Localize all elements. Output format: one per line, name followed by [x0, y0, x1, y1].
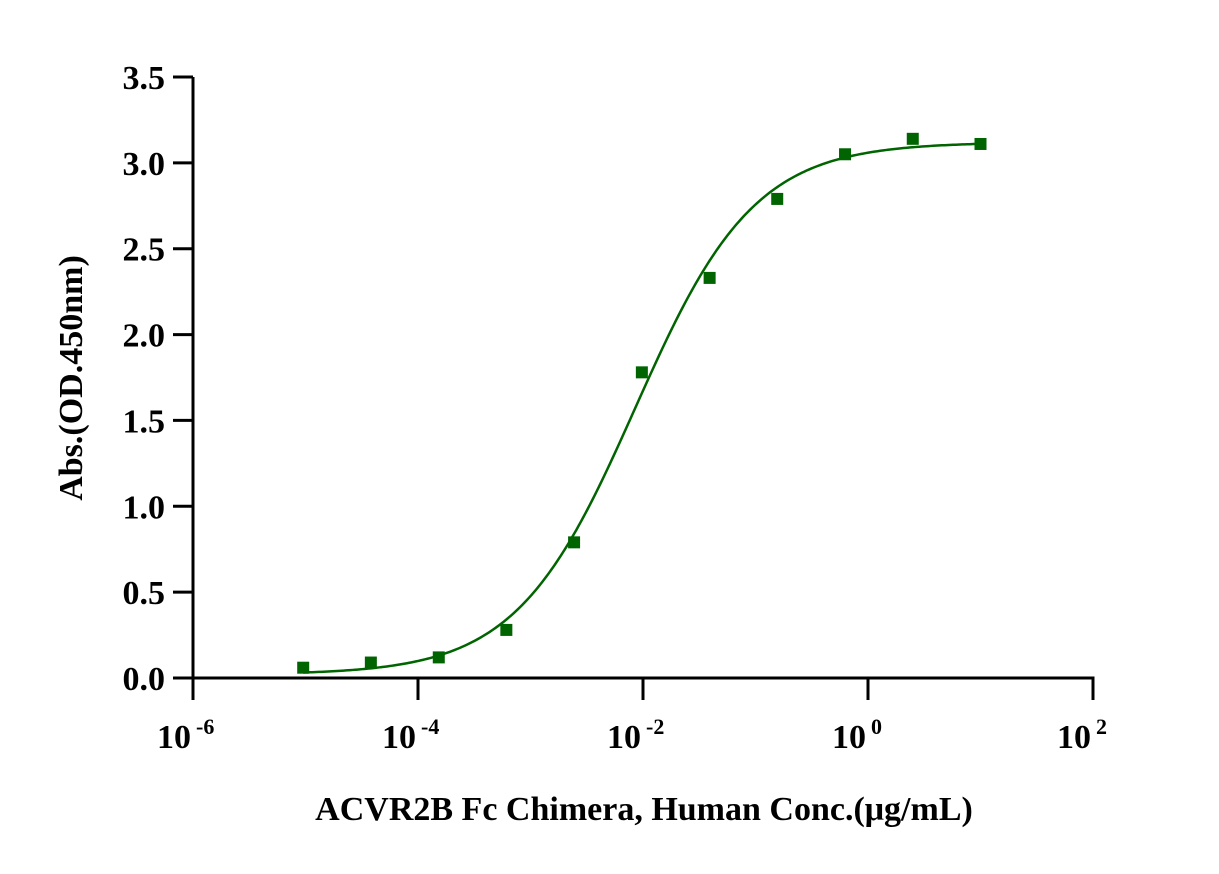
x-tick-label: 10 0 [832, 714, 882, 756]
x-tick-label: 10 -6 [157, 714, 214, 756]
y-tick-label: 1.0 [123, 489, 166, 526]
y-tick-label: 0.5 [123, 575, 166, 612]
data-point [568, 536, 581, 549]
y-axis: 0.0 0.5 1.0 1.5 2.0 2.5 3.0 3.5 [123, 60, 195, 698]
y-tick-label: 3.0 [123, 146, 166, 183]
y-tick-label: 2.0 [123, 318, 166, 355]
data-point [635, 366, 648, 379]
data-point [500, 623, 513, 636]
data-point [974, 137, 987, 150]
data-point [703, 271, 716, 284]
data-point [906, 132, 919, 145]
y-tick-label: 2.5 [123, 232, 166, 269]
x-tick-label: 10 -2 [607, 714, 664, 756]
x-axis: 10 -6 10 -4 10 -2 10 0 10 2 [157, 676, 1107, 756]
y-axis-title: Abs.(OD.450nm) [53, 255, 90, 501]
fit-curve [303, 142, 981, 674]
y-tick-label: 0.0 [123, 661, 166, 698]
y-tick-label: 1.5 [123, 403, 166, 440]
x-axis-title: ACVR2B Fc Chimera, Human Conc.(μg/mL) [315, 791, 973, 828]
x-tick-label: 10 -4 [382, 714, 439, 756]
data-point [432, 651, 445, 664]
data-point [364, 656, 377, 669]
plot-area [297, 132, 987, 674]
data-point [839, 148, 852, 161]
data-point [771, 192, 784, 205]
y-tick-label: 3.5 [123, 60, 166, 97]
data-point [297, 661, 310, 674]
x-tick-label: 10 2 [1057, 714, 1107, 756]
